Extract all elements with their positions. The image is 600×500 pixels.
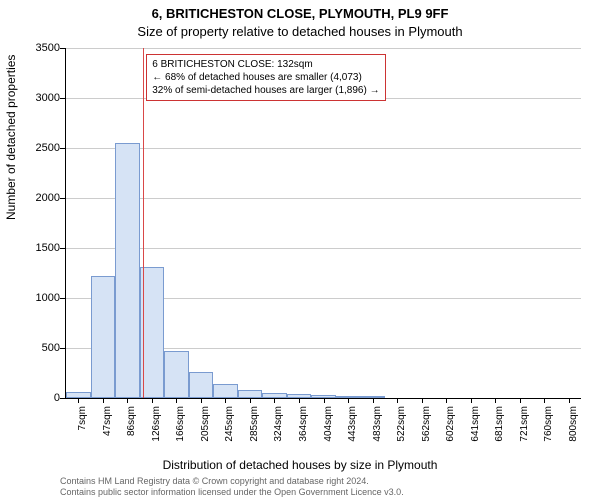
x-axis-label: Distribution of detached houses by size … — [0, 458, 600, 472]
property-marker-line — [143, 48, 144, 398]
annotation-line3: 32% of semi-detached houses are larger (… — [152, 84, 379, 97]
footer-line1: Contains HM Land Registry data © Crown c… — [60, 476, 404, 487]
x-tick-label: 800sqm — [568, 406, 579, 456]
x-tick-mark — [544, 398, 545, 403]
x-tick-label: 166sqm — [175, 406, 186, 456]
y-tick-label: 1000 — [10, 292, 60, 304]
x-tick-mark — [299, 398, 300, 403]
x-tick-mark — [397, 398, 398, 403]
y-tick-label: 2000 — [10, 192, 60, 204]
x-tick-label: 86sqm — [126, 406, 137, 456]
x-tick-label: 721sqm — [519, 406, 530, 456]
x-tick-label: 483sqm — [372, 406, 383, 456]
y-tick-label: 3000 — [10, 92, 60, 104]
title-description: Size of property relative to detached ho… — [0, 24, 600, 39]
annotation-box: 6 BRITICHESTON CLOSE: 132sqm← 68% of det… — [146, 54, 385, 101]
x-tick-mark — [78, 398, 79, 403]
chart-container: 6, BRITICHESTON CLOSE, PLYMOUTH, PL9 9FF… — [0, 0, 600, 500]
x-tick-label: 126sqm — [151, 406, 162, 456]
x-tick-mark — [348, 398, 349, 403]
y-tick-label: 1500 — [10, 242, 60, 254]
x-tick-mark — [103, 398, 104, 403]
x-tick-mark — [225, 398, 226, 403]
footer-line2: Contains public sector information licen… — [60, 487, 404, 498]
x-tick-label: 7sqm — [77, 406, 88, 456]
x-tick-label: 245sqm — [224, 406, 235, 456]
x-tick-mark — [520, 398, 521, 403]
footer-attribution: Contains HM Land Registry data © Crown c… — [60, 476, 404, 498]
x-tick-mark — [446, 398, 447, 403]
x-tick-label: 760sqm — [543, 406, 554, 456]
histogram-bar — [189, 372, 214, 398]
x-tick-mark — [176, 398, 177, 403]
x-tick-mark — [152, 398, 153, 403]
histogram-bar — [91, 276, 116, 398]
x-tick-label: 47sqm — [102, 406, 113, 456]
x-tick-mark — [274, 398, 275, 403]
x-tick-mark — [422, 398, 423, 403]
x-tick-mark — [250, 398, 251, 403]
x-tick-mark — [471, 398, 472, 403]
x-tick-mark — [495, 398, 496, 403]
y-tick-label: 500 — [10, 342, 60, 354]
x-tick-label: 641sqm — [470, 406, 481, 456]
x-tick-label: 404sqm — [323, 406, 334, 456]
x-tick-mark — [324, 398, 325, 403]
histogram-bar — [213, 384, 238, 398]
x-tick-label: 285sqm — [249, 406, 260, 456]
annotation-line2: ← 68% of detached houses are smaller (4,… — [152, 71, 379, 84]
histogram-bar — [164, 351, 189, 398]
x-tick-mark — [201, 398, 202, 403]
x-tick-label: 602sqm — [445, 406, 456, 456]
annotation-line1: 6 BRITICHESTON CLOSE: 132sqm — [152, 58, 379, 71]
x-tick-label: 522sqm — [396, 406, 407, 456]
x-tick-label: 205sqm — [200, 406, 211, 456]
x-tick-label: 443sqm — [347, 406, 358, 456]
histogram-bar — [238, 390, 263, 398]
y-tick-label: 3500 — [10, 42, 60, 54]
histogram-bar — [115, 143, 140, 398]
title-address: 6, BRITICHESTON CLOSE, PLYMOUTH, PL9 9FF — [0, 6, 600, 21]
x-tick-label: 562sqm — [421, 406, 432, 456]
y-tick-label: 0 — [10, 392, 60, 404]
x-tick-mark — [569, 398, 570, 403]
x-tick-label: 681sqm — [494, 406, 505, 456]
x-tick-mark — [373, 398, 374, 403]
x-tick-mark — [127, 398, 128, 403]
x-tick-label: 364sqm — [298, 406, 309, 456]
y-tick-label: 2500 — [10, 142, 60, 154]
x-tick-label: 324sqm — [273, 406, 284, 456]
